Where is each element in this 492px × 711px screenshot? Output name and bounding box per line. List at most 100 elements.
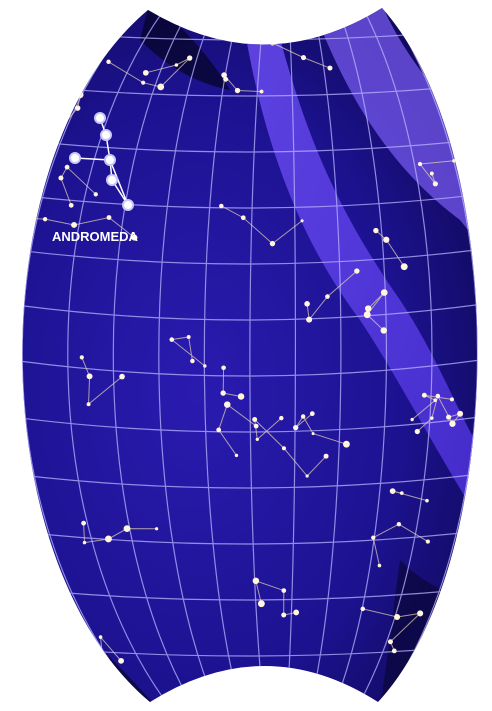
- star: [449, 420, 456, 427]
- star: [221, 365, 226, 371]
- meridian: [67, 8, 174, 702]
- star: [69, 152, 81, 164]
- star: [86, 373, 93, 380]
- meridian: [249, 8, 266, 702]
- star: [425, 539, 430, 544]
- star: [269, 40, 276, 46]
- parallel: [22, 27, 478, 41]
- parallel: [22, 414, 478, 433]
- parallel: [22, 137, 478, 153]
- star: [253, 423, 259, 429]
- star: [394, 613, 401, 620]
- meridian: [354, 8, 433, 702]
- star: [141, 80, 146, 85]
- meridian: [112, 8, 197, 702]
- constellation-line: [54, 8, 85, 61]
- star: [304, 300, 310, 307]
- star: [221, 72, 227, 78]
- star: [446, 414, 452, 420]
- star: [131, 234, 138, 241]
- star: [281, 612, 287, 618]
- star: [380, 289, 388, 296]
- star: [410, 417, 414, 422]
- star: [123, 525, 131, 533]
- constellation-line: [419, 160, 455, 185]
- star: [360, 606, 366, 612]
- constellation-line: [218, 403, 257, 456]
- star: [220, 390, 226, 396]
- star: [343, 440, 350, 448]
- star: [106, 215, 112, 220]
- star: [364, 305, 372, 312]
- star: [81, 520, 86, 526]
- star: [363, 311, 371, 319]
- star: [380, 327, 387, 334]
- star: [300, 219, 304, 223]
- star: [42, 216, 48, 222]
- meridian: [158, 8, 219, 702]
- star: [300, 414, 306, 419]
- star: [223, 76, 229, 82]
- star: [354, 268, 360, 274]
- meridian: [22, 8, 151, 702]
- star: [306, 316, 313, 323]
- star: [300, 55, 307, 61]
- star: [383, 236, 390, 243]
- star: [391, 648, 397, 654]
- star: [219, 203, 224, 209]
- constellation-line: [366, 292, 385, 331]
- parallel: [22, 192, 478, 209]
- star: [58, 175, 64, 181]
- star: [169, 337, 175, 342]
- star: [106, 174, 118, 186]
- star: [71, 221, 78, 228]
- star: [234, 87, 241, 94]
- constellation-line: [221, 205, 303, 245]
- meridian: [203, 8, 243, 702]
- star: [259, 89, 264, 94]
- star: [203, 364, 207, 368]
- star: [252, 417, 258, 423]
- star: [252, 577, 260, 585]
- star: [190, 358, 195, 364]
- star: [216, 427, 222, 433]
- star: [417, 610, 424, 617]
- star: [157, 83, 165, 91]
- star: [14, 214, 21, 221]
- star: [51, 134, 56, 139]
- parallel: [22, 247, 478, 265]
- constellation-line: [306, 270, 358, 321]
- star: [72, 27, 79, 34]
- star: [101, 658, 105, 662]
- star: [311, 432, 315, 436]
- meridian: [331, 8, 388, 702]
- meridian: [377, 8, 478, 702]
- constellation-line: [81, 357, 123, 406]
- dark-region: [140, 8, 230, 90]
- star: [76, 91, 84, 99]
- star: [377, 563, 382, 568]
- star: [74, 105, 81, 111]
- star: [325, 294, 330, 299]
- star: [174, 63, 179, 67]
- constellation-line: [170, 336, 206, 367]
- star: [94, 112, 106, 124]
- constellation-line: [254, 417, 327, 477]
- star: [80, 8, 88, 10]
- star: [305, 474, 309, 478]
- star: [309, 411, 315, 417]
- star: [417, 161, 423, 167]
- star: [9, 185, 15, 191]
- parallel: [22, 471, 478, 489]
- star: [65, 75, 73, 83]
- star: [234, 453, 239, 458]
- star: [79, 355, 84, 360]
- star: [86, 402, 91, 407]
- star: [255, 437, 259, 442]
- star: [293, 609, 300, 616]
- star: [414, 428, 420, 435]
